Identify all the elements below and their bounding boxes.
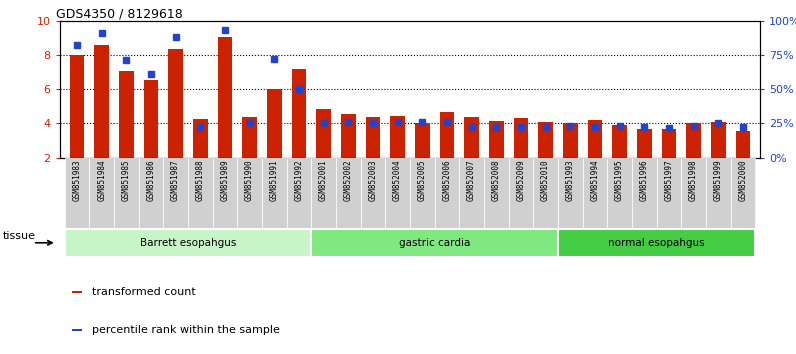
FancyBboxPatch shape <box>410 158 435 228</box>
Text: GDS4350 / 8129618: GDS4350 / 8129618 <box>57 7 183 20</box>
Bar <box>736 131 751 158</box>
Bar <box>193 119 208 158</box>
Bar <box>415 122 430 158</box>
Bar <box>686 122 701 158</box>
Bar <box>563 124 578 158</box>
Text: Barrett esopahgus: Barrett esopahgus <box>140 238 236 248</box>
Text: GSM851999: GSM851999 <box>714 160 723 201</box>
Text: GSM852005: GSM852005 <box>418 160 427 201</box>
Text: normal esopahgus: normal esopahgus <box>608 238 705 248</box>
FancyBboxPatch shape <box>188 158 213 228</box>
Text: GSM852000: GSM852000 <box>739 160 747 201</box>
Text: GSM851992: GSM851992 <box>295 160 303 201</box>
Text: tissue: tissue <box>3 231 36 241</box>
Bar <box>69 55 84 158</box>
Text: GSM851990: GSM851990 <box>245 160 254 201</box>
FancyBboxPatch shape <box>213 158 237 228</box>
Bar <box>143 80 158 158</box>
Text: GSM851983: GSM851983 <box>72 160 81 201</box>
FancyBboxPatch shape <box>336 158 361 228</box>
FancyBboxPatch shape <box>163 158 188 228</box>
Text: GSM852008: GSM852008 <box>492 160 501 201</box>
FancyBboxPatch shape <box>64 158 89 228</box>
Bar <box>489 121 504 158</box>
FancyBboxPatch shape <box>311 229 558 257</box>
FancyBboxPatch shape <box>459 158 484 228</box>
Bar <box>267 89 282 158</box>
Bar <box>119 71 134 158</box>
Text: GSM852003: GSM852003 <box>369 160 377 201</box>
FancyBboxPatch shape <box>287 158 311 228</box>
Bar <box>587 120 603 158</box>
FancyBboxPatch shape <box>731 158 755 228</box>
FancyBboxPatch shape <box>583 158 607 228</box>
Text: GSM852010: GSM852010 <box>541 160 550 201</box>
Bar <box>72 329 82 331</box>
Text: transformed count: transformed count <box>92 287 195 297</box>
Bar <box>316 109 331 158</box>
Bar <box>242 118 257 158</box>
Text: GSM851993: GSM851993 <box>566 160 575 201</box>
Bar <box>513 118 529 158</box>
FancyBboxPatch shape <box>632 158 657 228</box>
FancyBboxPatch shape <box>311 158 336 228</box>
Text: GSM851996: GSM851996 <box>640 160 649 201</box>
FancyBboxPatch shape <box>139 158 163 228</box>
FancyBboxPatch shape <box>509 158 533 228</box>
Bar <box>612 125 627 158</box>
Text: GSM851987: GSM851987 <box>171 160 180 201</box>
FancyBboxPatch shape <box>64 229 311 257</box>
Bar <box>168 49 183 158</box>
Text: GSM851985: GSM851985 <box>122 160 131 201</box>
FancyBboxPatch shape <box>385 158 410 228</box>
FancyBboxPatch shape <box>657 158 681 228</box>
Text: GSM851995: GSM851995 <box>615 160 624 201</box>
Text: GSM851997: GSM851997 <box>665 160 673 201</box>
Text: GSM851986: GSM851986 <box>146 160 155 201</box>
Text: percentile rank within the sample: percentile rank within the sample <box>92 325 279 335</box>
Bar <box>464 118 479 158</box>
Bar <box>661 129 677 158</box>
FancyBboxPatch shape <box>262 158 287 228</box>
Text: GSM852001: GSM852001 <box>319 160 328 201</box>
FancyBboxPatch shape <box>607 158 632 228</box>
Text: GSM852009: GSM852009 <box>517 160 525 201</box>
Text: GSM852002: GSM852002 <box>344 160 353 201</box>
Text: GSM851988: GSM851988 <box>196 160 205 201</box>
FancyBboxPatch shape <box>484 158 509 228</box>
Bar <box>94 45 109 158</box>
Text: GSM852006: GSM852006 <box>443 160 451 201</box>
FancyBboxPatch shape <box>558 229 755 257</box>
FancyBboxPatch shape <box>361 158 385 228</box>
FancyBboxPatch shape <box>114 158 139 228</box>
Bar <box>217 38 232 158</box>
Text: GSM852004: GSM852004 <box>393 160 402 201</box>
Text: GSM852007: GSM852007 <box>467 160 476 201</box>
FancyBboxPatch shape <box>681 158 706 228</box>
Text: GSM851998: GSM851998 <box>689 160 698 201</box>
Bar <box>291 69 306 158</box>
FancyBboxPatch shape <box>89 158 114 228</box>
Text: GSM851984: GSM851984 <box>97 160 106 201</box>
Text: GSM851994: GSM851994 <box>591 160 599 201</box>
Text: GSM851991: GSM851991 <box>270 160 279 201</box>
Bar <box>538 122 553 158</box>
FancyBboxPatch shape <box>558 158 583 228</box>
Bar <box>439 112 455 158</box>
Bar <box>390 116 405 158</box>
Bar <box>341 114 356 158</box>
FancyBboxPatch shape <box>533 158 558 228</box>
FancyBboxPatch shape <box>435 158 459 228</box>
Bar <box>711 122 726 158</box>
Text: gastric cardia: gastric cardia <box>399 238 470 248</box>
FancyBboxPatch shape <box>237 158 262 228</box>
Bar <box>72 291 82 293</box>
Bar <box>637 129 652 158</box>
Text: GSM851989: GSM851989 <box>220 160 229 201</box>
FancyBboxPatch shape <box>706 158 731 228</box>
Bar <box>365 118 380 158</box>
